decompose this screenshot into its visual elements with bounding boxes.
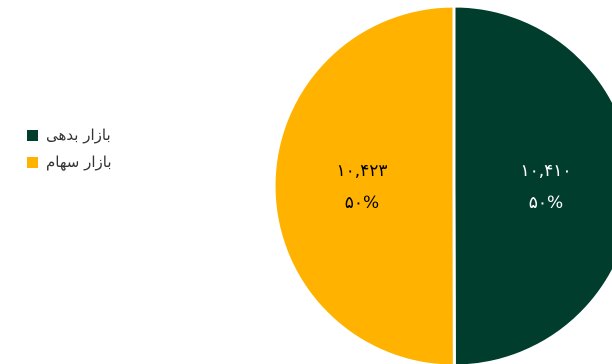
legend-swatch-debt-market (27, 129, 38, 141)
pie-labels: ۱۰,۴۱۰ ۵۰% ۱۰,۴۲۳ ۵۰% (336, 161, 571, 213)
pie-slice[interactable] (452, 4, 612, 364)
legend-label-stock-market: بازار سهام (46, 153, 112, 171)
legend-label-debt-market: بازار بدهی (46, 126, 111, 144)
legend-item-stock-market[interactable]: بازار سهام (27, 150, 187, 174)
pie-slices (272, 4, 612, 364)
slice-value-label: ۱۰,۴۲۳ (336, 161, 387, 181)
legend-item-debt-market[interactable]: بازار بدهی (27, 123, 187, 147)
legend-swatch-stock-market (27, 156, 38, 168)
slice-percent-label: ۵۰% (345, 193, 379, 213)
pie-slice[interactable] (272, 4, 456, 364)
legend: بازار بدهی بازار سهام (27, 123, 187, 177)
slice-value-label: ۱۰,۴۱۰ (520, 161, 571, 181)
slice-percent-label: ۵۰% (529, 193, 563, 213)
